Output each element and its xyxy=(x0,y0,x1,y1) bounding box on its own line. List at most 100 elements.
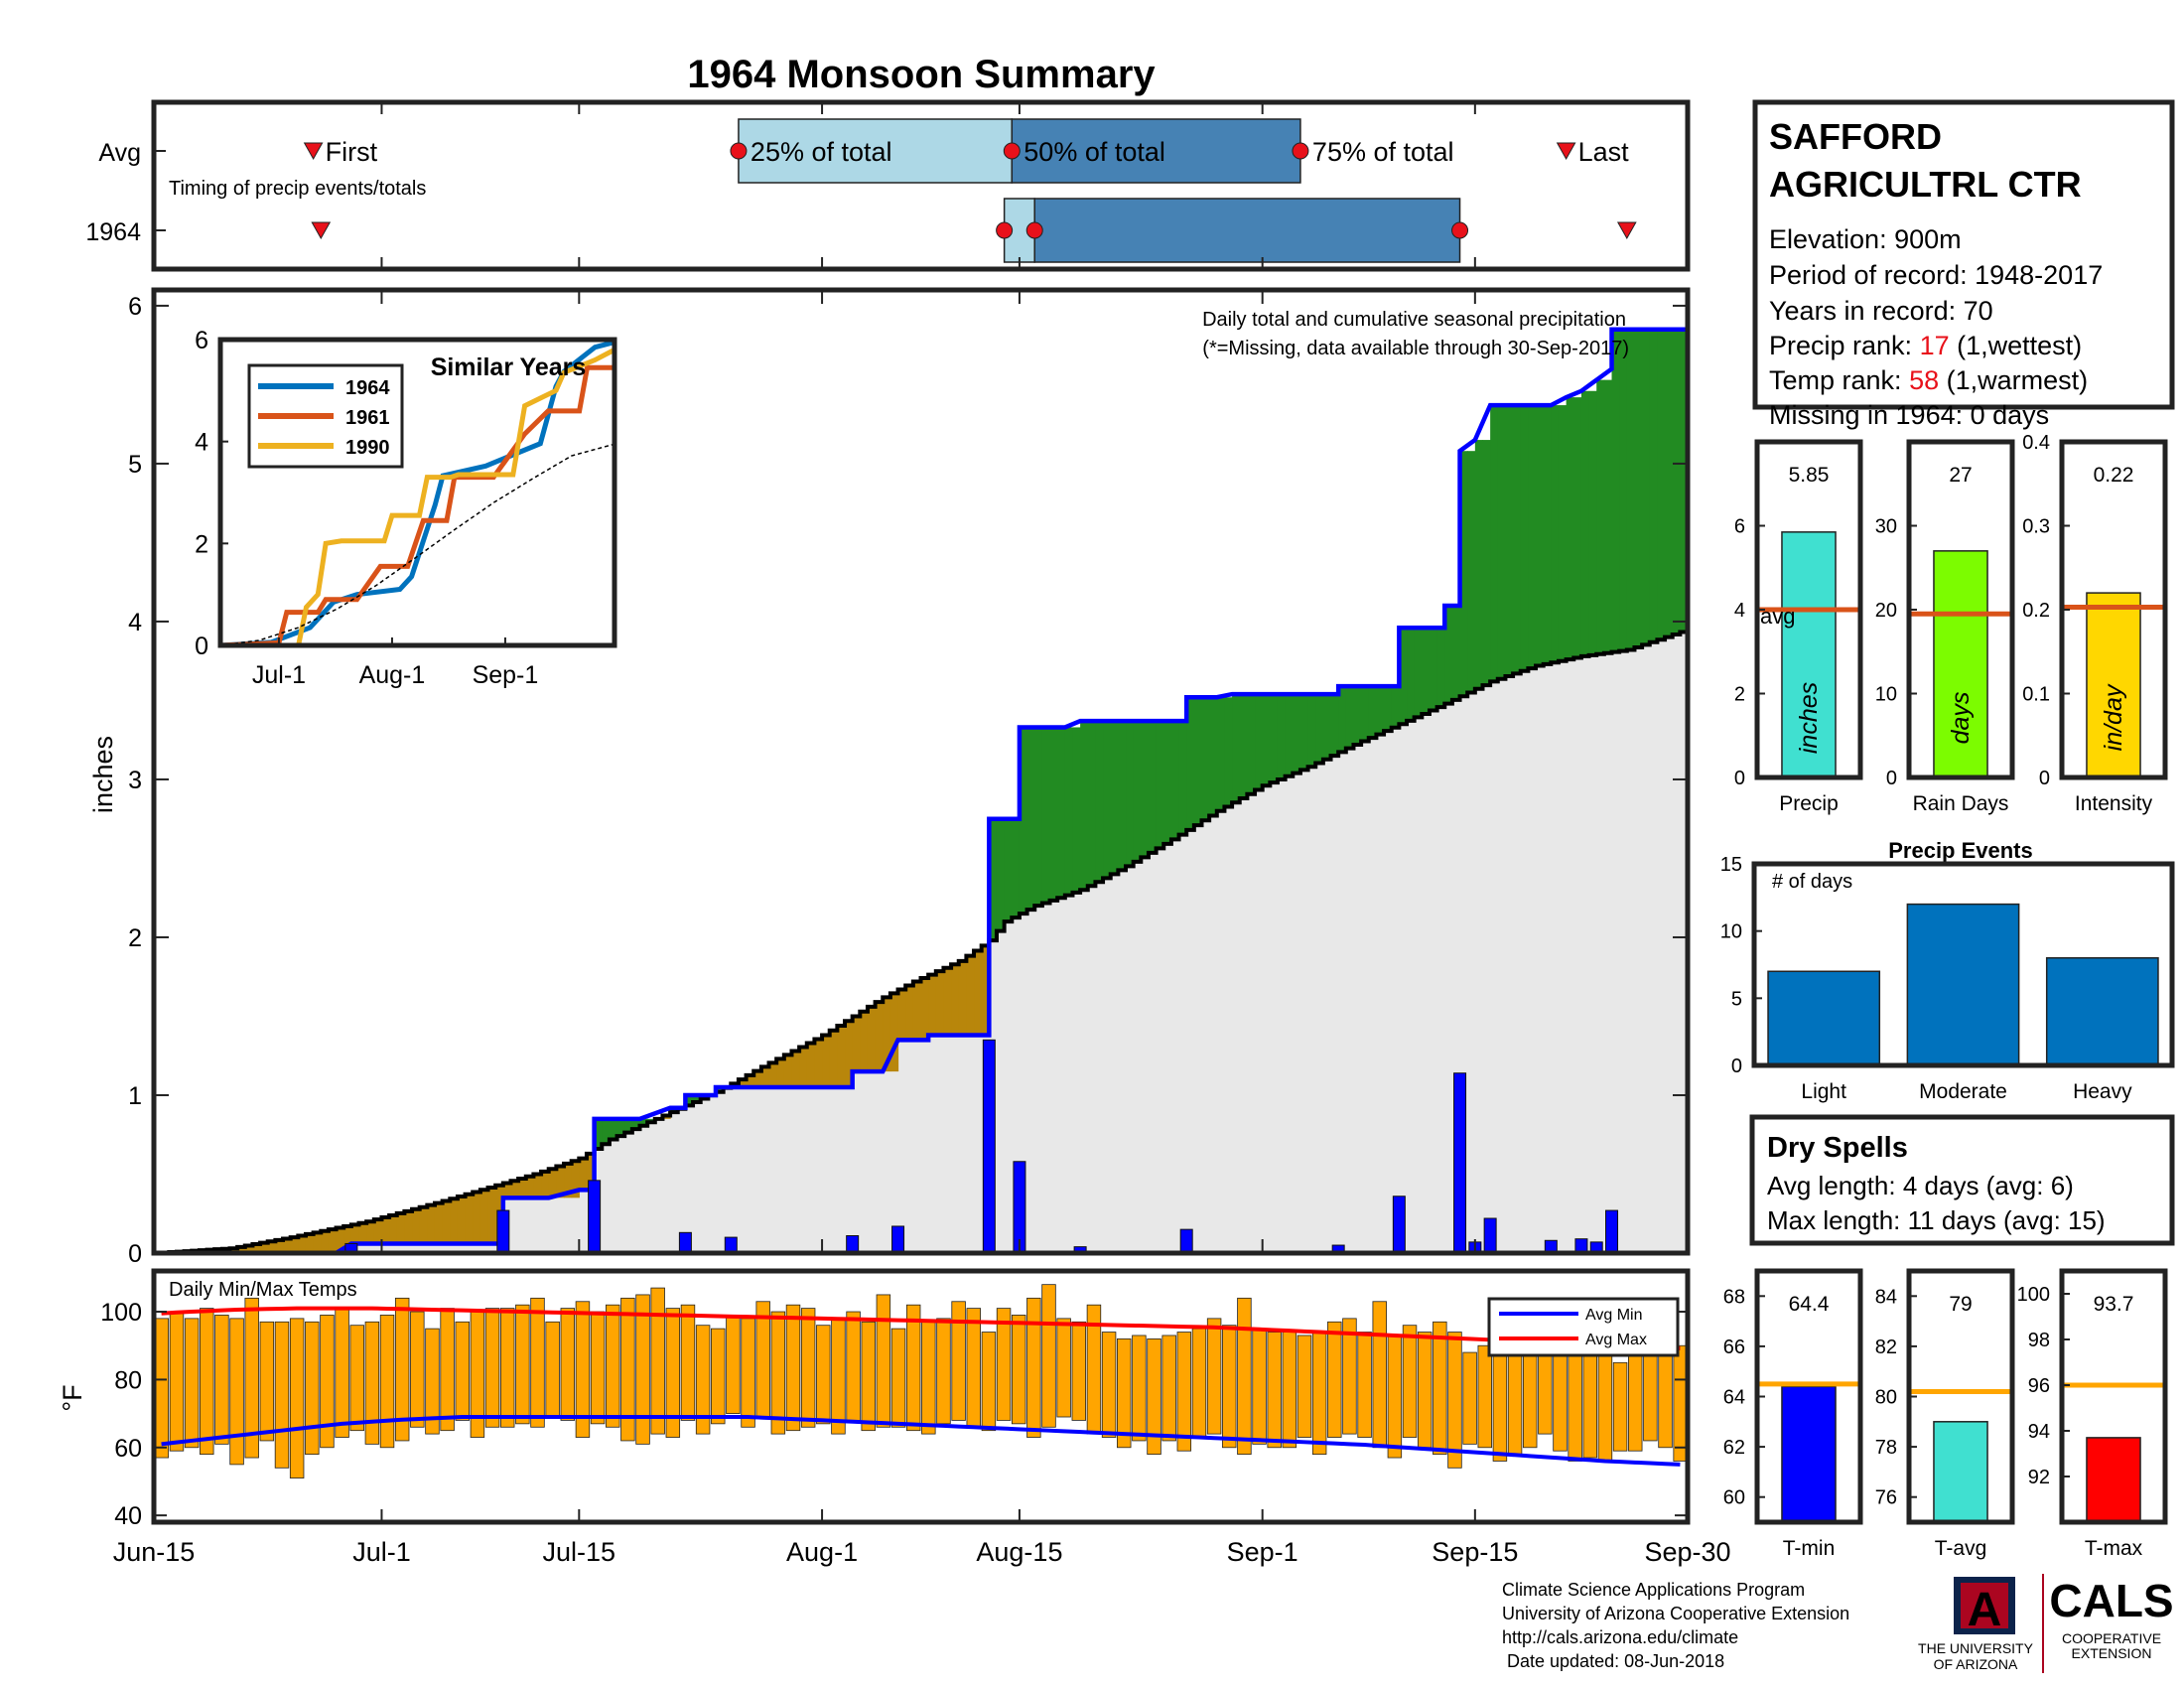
daily-temp-bar xyxy=(921,1321,936,1435)
surplus-area-segment xyxy=(616,1118,625,1137)
surplus-area-segment xyxy=(1277,694,1287,779)
dry-spells-box: Dry Spells Avg length: 4 days (avg: 6) M… xyxy=(1749,1114,2175,1246)
daily-temp-bar xyxy=(364,1321,380,1445)
daily-temp-bar xyxy=(1477,1344,1492,1449)
stat-y-tick-label: 68 xyxy=(1723,1286,1745,1308)
surplus-area-segment xyxy=(1034,727,1043,907)
surplus-area-segment xyxy=(989,818,998,941)
surplus-area-segment xyxy=(1110,721,1119,875)
surplus-area-segment xyxy=(1163,721,1172,844)
stat-bar-t-max xyxy=(2086,1437,2141,1523)
precip-chart-subtitle: (*=Missing, data available through 30-Se… xyxy=(1202,338,1629,359)
deficit-area-segment xyxy=(473,1192,481,1244)
daily-temp-bar xyxy=(1222,1325,1237,1449)
deficit-area-segment xyxy=(350,1224,360,1244)
surplus-area-segment xyxy=(1459,451,1468,697)
surplus-area-segment xyxy=(1353,686,1362,745)
stat-category-label: Precip xyxy=(1779,792,1839,815)
cals-logo-line2: EXTENSION xyxy=(2072,1645,2152,1661)
stat-y-tick-label: 92 xyxy=(2028,1467,2050,1488)
surplus-area-segment xyxy=(1262,694,1271,786)
surplus-area-segment xyxy=(1004,818,1013,922)
surplus-area-segment xyxy=(1444,606,1453,704)
stat-bar-t-avg xyxy=(1933,1421,1988,1523)
stat-y-tick-label: 94 xyxy=(2028,1421,2050,1443)
deficit-area-segment xyxy=(434,1202,444,1244)
avg-cumulative-area xyxy=(154,629,1688,1253)
daily-temp-bar xyxy=(711,1328,726,1425)
stat-y-tick-label: 0 xyxy=(1734,768,1745,789)
stat-y-tick-label: 0.4 xyxy=(2022,432,2050,454)
surplus-area-segment xyxy=(1436,628,1445,708)
surplus-area-segment xyxy=(1361,686,1370,742)
surplus-area-segment xyxy=(1482,440,1491,686)
deficit-area-segment xyxy=(958,960,967,1036)
surplus-area-segment xyxy=(1520,405,1529,671)
stat-panel-frame xyxy=(2059,1268,2168,1525)
deficit-area-segment xyxy=(457,1196,467,1244)
daily-temp-bar xyxy=(320,1315,335,1449)
daily-temp-bar xyxy=(530,1297,545,1428)
surplus-area-segment xyxy=(715,1087,725,1092)
station-missing: Missing in 1964: 0 days xyxy=(1769,400,2049,430)
station-elevation: Elevation: 900m xyxy=(1769,224,1962,254)
precip-events-title: Precip Events xyxy=(1888,838,2033,863)
daily-temp-bar xyxy=(1417,1332,1433,1449)
surplus-area-segment xyxy=(609,1118,618,1140)
daily-temp-bar xyxy=(1161,1335,1176,1442)
surplus-area-segment xyxy=(1399,628,1408,725)
ua-logo-line2: OF ARIZONA xyxy=(1934,1656,2018,1672)
deficit-area-segment xyxy=(579,1158,588,1191)
timing-avg-p25-marker xyxy=(730,142,748,160)
ua-logo-letter: A xyxy=(1968,1584,2002,1636)
daily-temp-bar xyxy=(484,1308,500,1428)
deficit-area-segment xyxy=(237,1246,246,1253)
station-temp-rank: Temp rank: 58 (1,warmest) xyxy=(1769,365,2088,395)
deficit-area-segment xyxy=(487,1188,496,1244)
timing-first-label: First xyxy=(326,137,378,167)
surplus-area-segment xyxy=(1216,697,1226,811)
surplus-area-segment xyxy=(1626,329,1636,650)
daily-temp-bar xyxy=(1297,1335,1312,1438)
deficit-area-segment xyxy=(427,1204,436,1244)
deficit-area-segment xyxy=(267,1241,276,1253)
station-name-line2: AGRICULTRL CTR xyxy=(1769,164,2082,205)
stat-y-tick-label: 0 xyxy=(2039,768,2050,789)
daily-temp-bar xyxy=(590,1311,606,1425)
surplus-area-segment xyxy=(685,1094,694,1106)
deficit-area-segment xyxy=(283,1238,292,1253)
stat-y-tick-label: 80 xyxy=(1875,1387,1897,1409)
stat-category-label: T-min xyxy=(1783,1537,1836,1560)
surplus-area-segment xyxy=(1505,405,1514,677)
daily-temp-bar xyxy=(966,1308,981,1428)
events-category-label: Heavy xyxy=(2073,1080,2132,1103)
x-tick-label: Jun-15 xyxy=(113,1537,196,1567)
daily-temp-bar xyxy=(606,1304,620,1428)
daily-temp-bar xyxy=(545,1321,560,1418)
timing-marks xyxy=(153,104,1689,267)
inset-x-tick-label: Aug-1 xyxy=(359,661,426,689)
surplus-area-segment xyxy=(1148,721,1158,853)
surplus-area-segment xyxy=(1095,721,1104,883)
deficit-area-segment xyxy=(404,1210,413,1244)
daily-temp-bar xyxy=(1492,1337,1508,1462)
inset-y-tick-label: 2 xyxy=(195,530,208,558)
daily-precip-bar xyxy=(1605,1209,1619,1254)
surplus-area-segment xyxy=(1012,818,1021,918)
stat-y-tick-label: 0.2 xyxy=(2022,600,2050,622)
timing-avg-first-marker xyxy=(303,142,324,161)
deficit-area-segment xyxy=(875,1002,884,1072)
temp-y-tick-label: 80 xyxy=(114,1366,142,1394)
deficit-area-segment xyxy=(373,1219,383,1244)
university-of-arizona-logo: A THE UNIVERSITY OF ARIZONA xyxy=(1918,1577,2034,1672)
deficit-area-segment xyxy=(450,1198,459,1244)
dry-spells-title: Dry Spells xyxy=(1767,1132,1908,1164)
surplus-area-segment xyxy=(1391,686,1400,728)
timing-year-p25-marker xyxy=(996,221,1014,239)
deficit-area-segment xyxy=(252,1244,261,1253)
daily-temp-bar xyxy=(455,1321,470,1421)
deficit-area-segment xyxy=(510,1181,519,1198)
inset-x-tick-label: Sep-1 xyxy=(473,661,539,689)
inset-y-tick-label: 6 xyxy=(195,327,208,354)
